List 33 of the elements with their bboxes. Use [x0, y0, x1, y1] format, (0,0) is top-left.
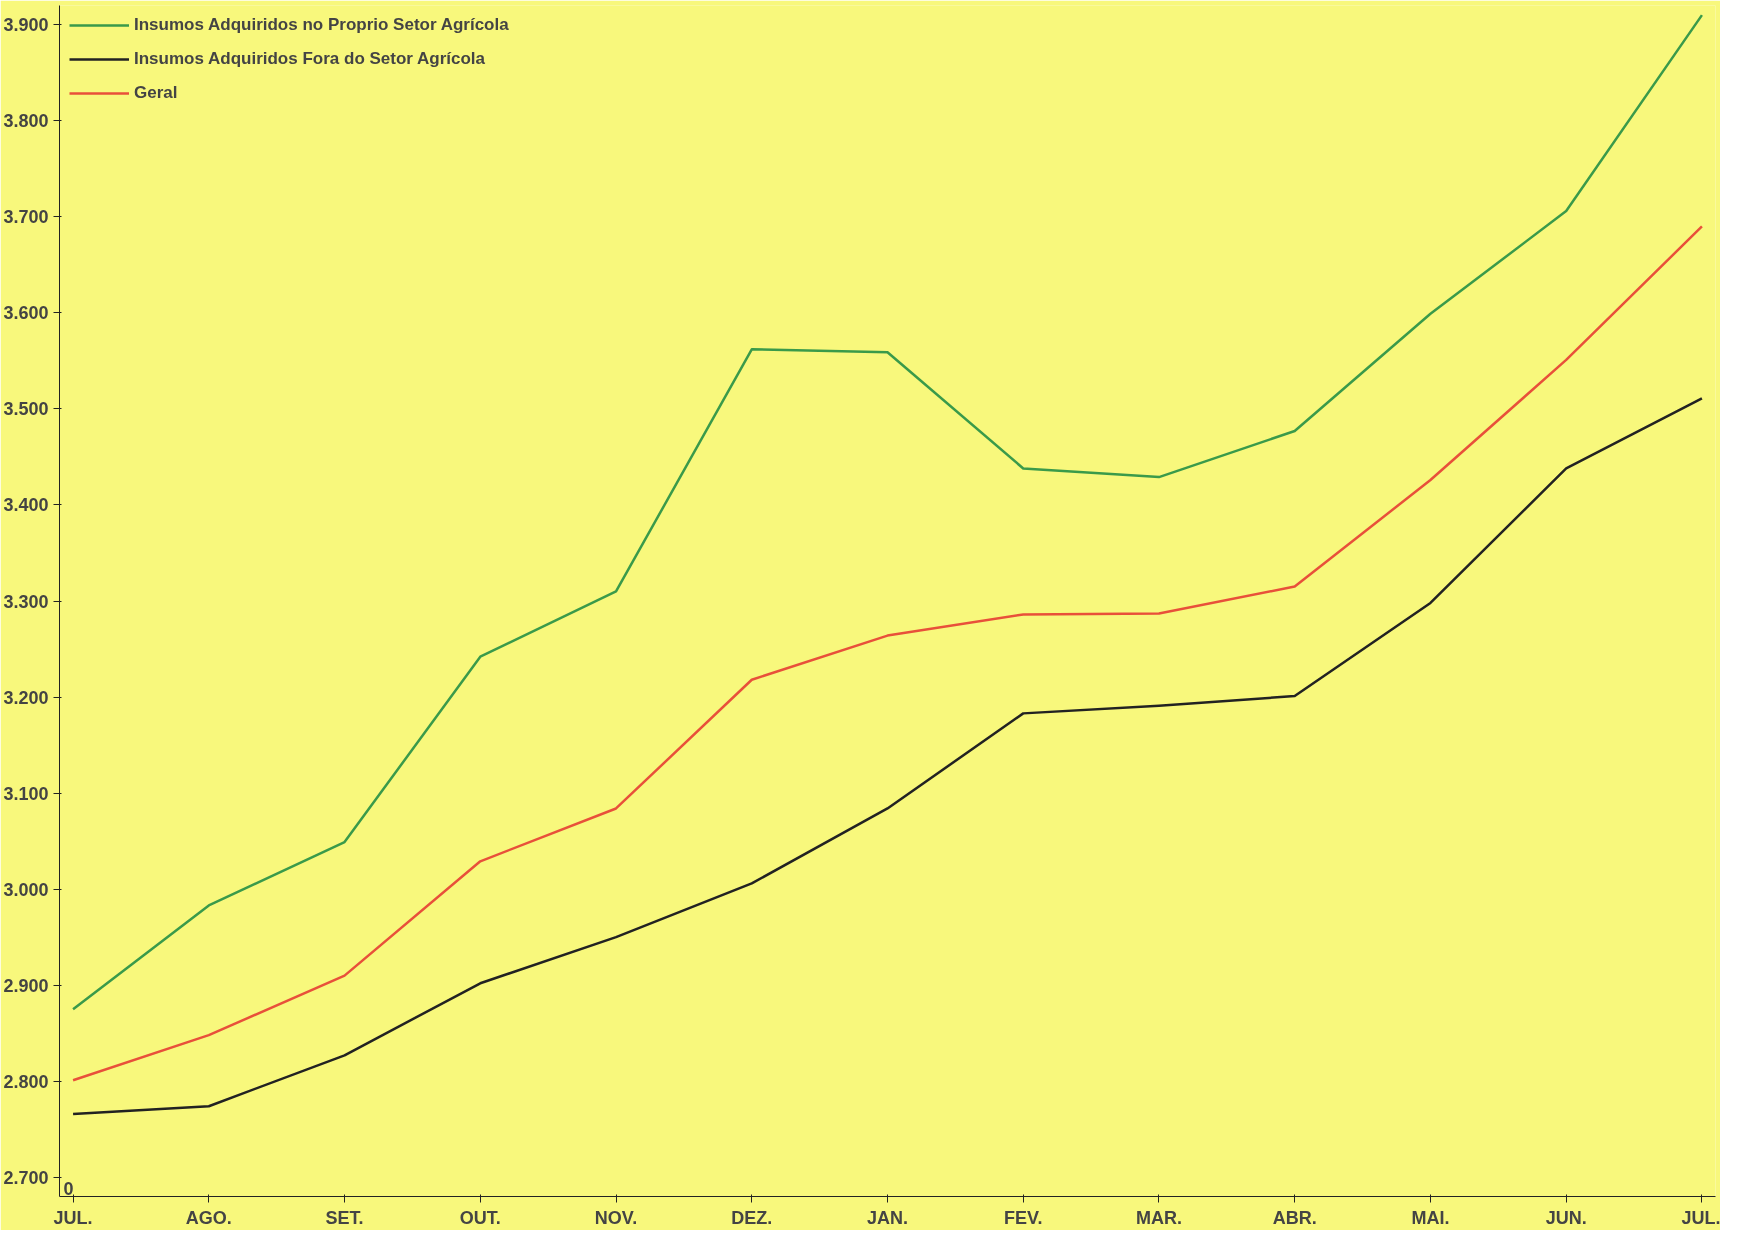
x-tick-label: AGO.: [185, 1207, 232, 1228]
x-tick-label: ABR.: [1272, 1207, 1317, 1228]
y-tick-label: 3.100: [3, 783, 49, 804]
y-tick-label: 3.300: [3, 591, 49, 612]
x-tick-label: SET.: [325, 1207, 364, 1228]
x-tick-label: JAN.: [867, 1207, 909, 1228]
y-tick-label: 3.900: [3, 15, 49, 36]
y-tick-label: 3.600: [3, 303, 49, 324]
legend-label: Geral: [134, 83, 178, 103]
x-tick-label: FEV.: [1004, 1207, 1043, 1228]
line-series: [71, 397, 1704, 1116]
x-tick-label: JUL.: [53, 1207, 93, 1228]
legend-label: Insumos Adquiridos no Proprio Setor Agrícola: [134, 15, 509, 35]
x-tick-label: NOV.: [594, 1207, 638, 1228]
y-tick-label: 3.800: [3, 111, 49, 132]
legend-label: Insumos Adquiridos Fora do Setor Agrícola: [134, 49, 486, 69]
y-tick-label: 2.900: [3, 975, 49, 996]
x-tick-label: MAI.: [1411, 1207, 1450, 1228]
x-tick-label: DEZ.: [731, 1207, 773, 1228]
x-tick-label: MAR.: [1135, 1207, 1182, 1228]
y-tick-label: 2.800: [3, 1071, 49, 1092]
y-tick-label: 3.500: [3, 399, 49, 420]
x-tick-label: OUT.: [459, 1207, 501, 1228]
line-series: [71, 225, 1704, 1082]
y-tick-label: 3.700: [3, 207, 49, 228]
y-tick-label: 3.000: [3, 879, 49, 900]
y-tick-label: 3.200: [3, 687, 49, 708]
y-tick-label: 3.400: [3, 495, 49, 516]
annotation: 0: [63, 1178, 74, 1199]
x-tick-label: JUN.: [1545, 1207, 1587, 1228]
x-tick-label: JUL.: [1681, 1207, 1721, 1228]
y-tick-label: 2.700: [3, 1167, 49, 1188]
line-series: [71, 13, 1704, 1011]
